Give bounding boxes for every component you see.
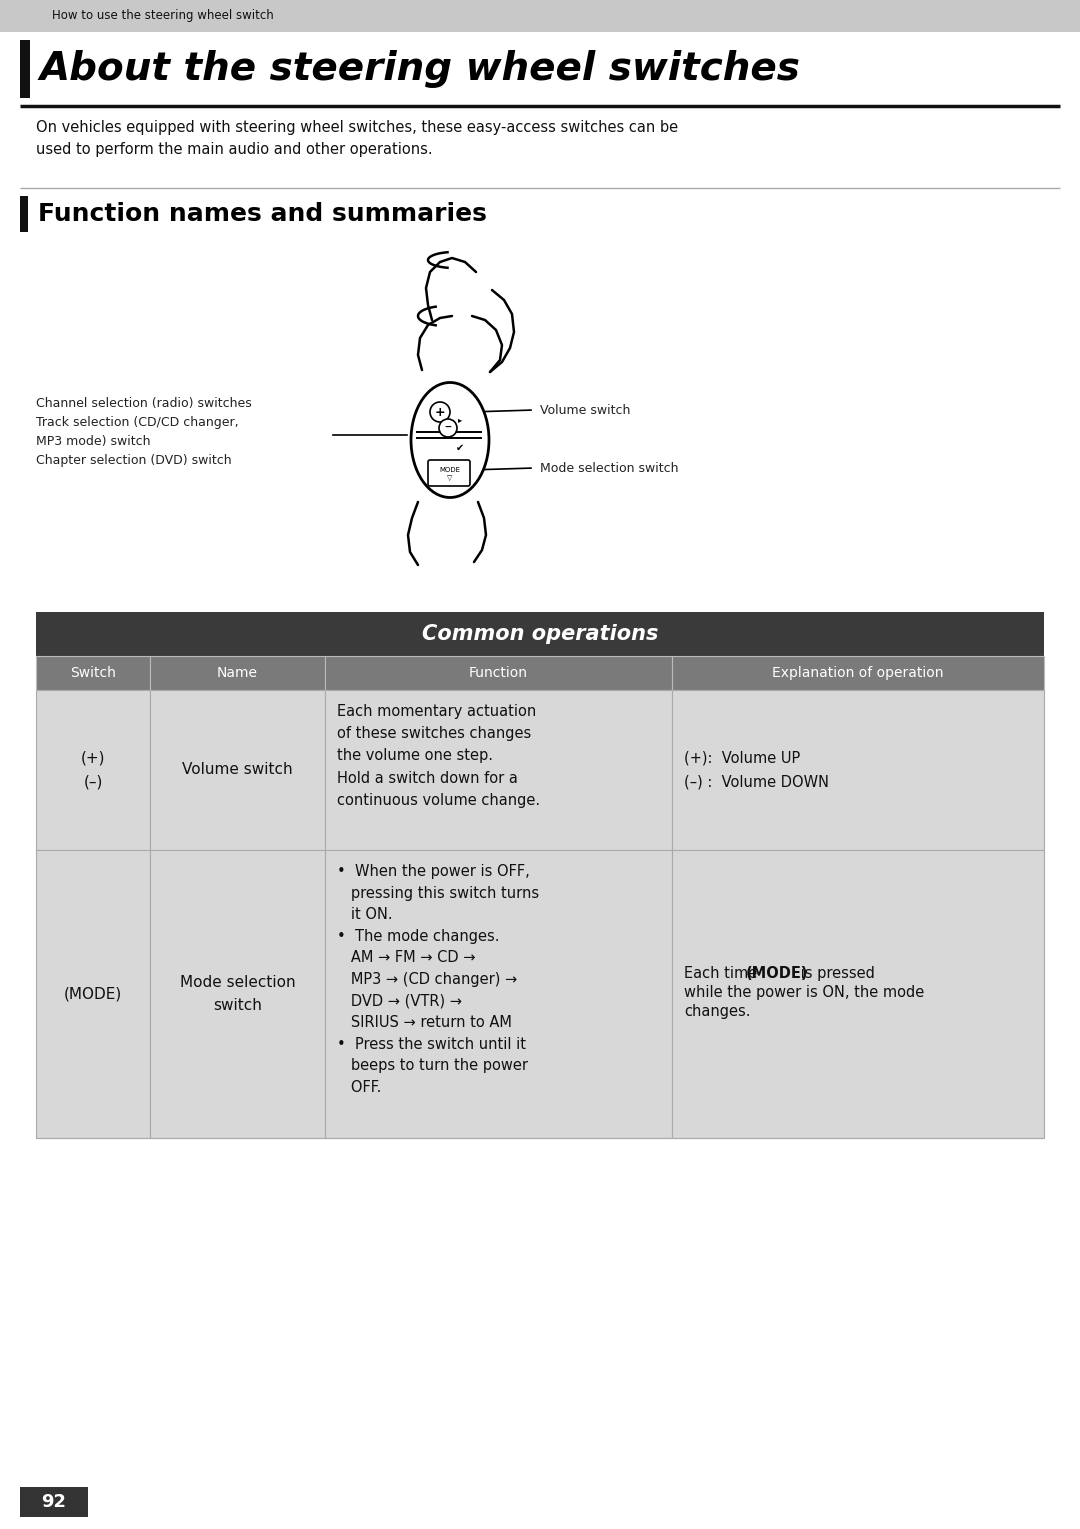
FancyBboxPatch shape	[428, 460, 470, 486]
Bar	[0, 0, 1080, 32]
Text: Channel selection (radio) switches
Track selection (CD/CD changer,
MP3 mode) swi: Channel selection (radio) switches Track…	[36, 398, 252, 466]
Text: Explanation of operation: Explanation of operation	[772, 667, 944, 680]
Circle shape	[430, 402, 450, 422]
Bar	[672, 690, 1044, 850]
Bar	[36, 850, 150, 1138]
Bar	[21, 196, 28, 232]
Text: changes.: changes.	[684, 1005, 751, 1018]
Text: (MODE): (MODE)	[746, 966, 809, 982]
Bar	[150, 690, 325, 850]
Text: 92: 92	[41, 1492, 67, 1511]
Text: ▽: ▽	[447, 476, 453, 482]
Text: Mode selection switch: Mode selection switch	[540, 462, 678, 474]
Text: Each time: Each time	[684, 966, 761, 982]
Text: Function names and summaries: Function names and summaries	[38, 202, 487, 226]
Text: How to use the steering wheel switch: How to use the steering wheel switch	[52, 9, 273, 23]
Bar	[672, 850, 1044, 1138]
Bar	[325, 656, 672, 690]
Text: –: –	[445, 420, 451, 434]
Text: On vehicles equipped with steering wheel switches, these easy-access switches ca: On vehicles equipped with steering wheel…	[36, 119, 678, 156]
Circle shape	[438, 419, 457, 437]
Text: Switch: Switch	[70, 667, 116, 680]
Text: (+)
(–): (+) (–)	[81, 751, 105, 790]
Text: Volume switch: Volume switch	[540, 404, 631, 416]
Text: •  When the power is OFF,
   pressing this switch turns
   it ON.
•  The mode ch: • When the power is OFF, pressing this s…	[337, 864, 539, 1095]
Bar	[150, 850, 325, 1138]
Text: MODE: MODE	[440, 466, 460, 472]
Bar	[325, 690, 672, 850]
Bar	[36, 612, 1044, 656]
Text: +: +	[434, 405, 445, 419]
Text: Volume switch: Volume switch	[183, 763, 293, 778]
Bar	[672, 656, 1044, 690]
Text: Mode selection
switch: Mode selection switch	[179, 976, 295, 1012]
Text: About the steering wheel switches: About the steering wheel switches	[40, 50, 801, 89]
Text: ▸: ▸	[458, 416, 462, 425]
Text: Function: Function	[469, 667, 528, 680]
Text: Each momentary actuation
of these switches changes
the volume one step.
Hold a s: Each momentary actuation of these switch…	[337, 703, 540, 807]
Bar	[325, 850, 672, 1138]
Text: is pressed: is pressed	[796, 966, 875, 982]
Text: (+):  Volume UP
(–) :  Volume DOWN: (+): Volume UP (–) : Volume DOWN	[684, 751, 829, 790]
Bar	[21, 1488, 87, 1517]
Text: while the power is ON, the mode: while the power is ON, the mode	[684, 985, 924, 1000]
Text: Common operations: Common operations	[422, 624, 658, 644]
Text: Name: Name	[217, 667, 258, 680]
Text: ✔: ✔	[456, 443, 464, 453]
Bar	[36, 690, 150, 850]
Bar	[21, 40, 30, 98]
Bar	[36, 656, 150, 690]
Bar	[150, 656, 325, 690]
Ellipse shape	[411, 382, 489, 497]
Text: (MODE): (MODE)	[64, 986, 122, 1001]
